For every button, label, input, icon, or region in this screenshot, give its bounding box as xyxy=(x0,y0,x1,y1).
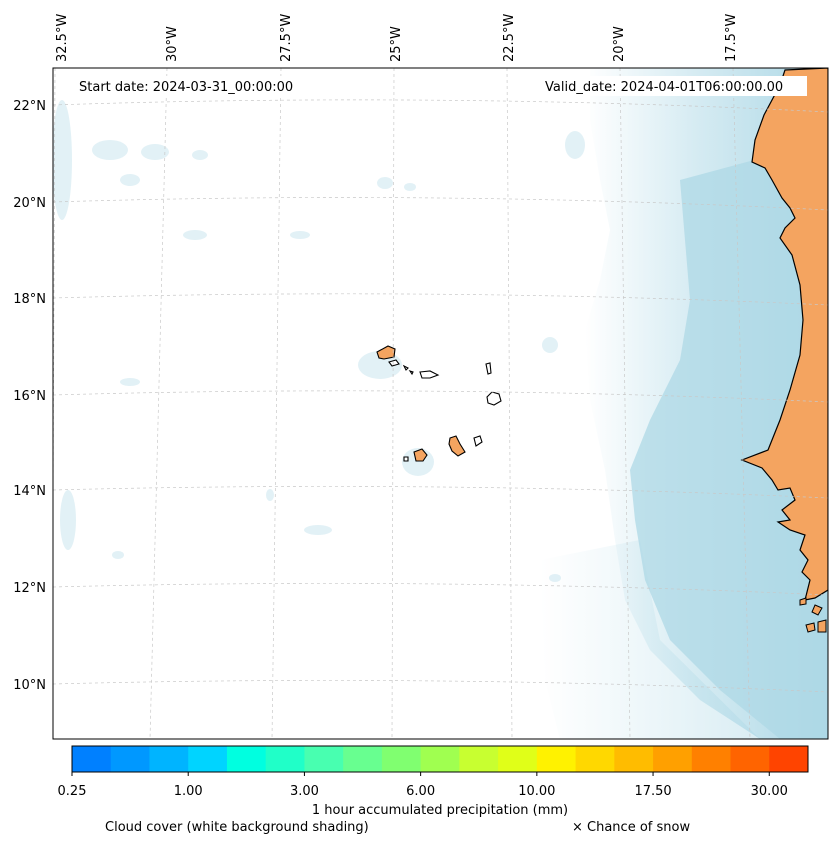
snow-legend: × Chance of snow xyxy=(572,820,690,835)
lon-label: 20°W xyxy=(612,26,627,62)
colorbar-cell xyxy=(110,746,150,772)
graticule xyxy=(53,68,828,739)
valid-date-box: Valid_date: 2024-04-01T06:00:00.00 xyxy=(539,76,807,96)
colorbar-cell xyxy=(575,746,615,772)
colorbar-cell xyxy=(614,746,654,772)
lon-label: 32.5°W xyxy=(55,14,70,62)
colorbar-cells xyxy=(72,746,809,772)
lon-label: 17.5°W xyxy=(724,14,739,62)
precipitation-colorbar: 0.25 1.00 3.00 6.00 10.00 17.50 30.00 1 hour a… xyxy=(58,745,809,818)
cloud-cover-west-fringe xyxy=(540,540,760,739)
colorbar-cell xyxy=(730,746,770,772)
lat-label: 12°N xyxy=(13,581,46,596)
colorbar-cell xyxy=(459,746,499,772)
cloud-cover-light xyxy=(53,100,585,582)
lon-label: 27.5°W xyxy=(279,14,294,62)
valid-date-label: Valid_date: 2024-04-01T06:00:00.00 xyxy=(545,80,783,95)
colorbar-title: 1 hour accumulated precipitation (mm) xyxy=(312,803,568,818)
lat-label: 22°N xyxy=(13,99,46,114)
colorbar-cell xyxy=(653,746,693,772)
colorbar-tick-label: 0.25 xyxy=(58,784,87,799)
colorbar-tick-label: 1.00 xyxy=(174,784,203,799)
lat-label: 10°N xyxy=(13,678,46,693)
colorbar-cell xyxy=(498,746,538,772)
start-date-box: Start date: 2024-03-31_00:00:00 xyxy=(72,76,315,96)
coastal-islands xyxy=(799,597,827,633)
colorbar-cell xyxy=(381,746,422,772)
colorbar-cell xyxy=(149,746,189,772)
colorbar-tick-label: 17.50 xyxy=(634,784,671,799)
map-panel xyxy=(52,67,829,740)
latitude-labels: 22°N 20°N 18°N 16°N 14°N 12°N 10°N xyxy=(13,99,46,693)
start-date-label: Start date: 2024-03-31_00:00:00 xyxy=(79,80,293,95)
lon-label: 22.5°W xyxy=(502,14,517,62)
colorbar-cell xyxy=(72,746,112,772)
longitude-labels: 32.5°W 30°W 27.5°W 25°W 22.5°W 20°W 17.5… xyxy=(55,14,739,62)
colorbar-cell xyxy=(304,746,344,772)
colorbar-cell xyxy=(343,746,383,772)
lat-label: 20°N xyxy=(13,196,46,211)
lon-label: 25°W xyxy=(389,26,404,62)
colorbar-cell xyxy=(420,746,460,772)
colorbar-tick-label: 10.00 xyxy=(518,784,555,799)
lat-label: 18°N xyxy=(13,292,46,307)
colorbar-cell xyxy=(226,746,267,772)
lon-label: 30°W xyxy=(165,26,180,62)
colorbar-cell xyxy=(536,746,577,772)
colorbar-ticks: 0.25 1.00 3.00 6.00 10.00 17.50 30.00 xyxy=(58,772,788,799)
lat-label: 14°N xyxy=(13,484,46,499)
colorbar-cell xyxy=(769,746,809,772)
colorbar-tick-label: 30.00 xyxy=(751,784,788,799)
cape-verde-islands xyxy=(376,345,502,462)
colorbar-tick-label: 3.00 xyxy=(290,784,319,799)
colorbar-cell xyxy=(691,746,732,772)
colorbar-tick-label: 6.00 xyxy=(406,784,435,799)
africa-land xyxy=(740,68,828,601)
lat-label: 16°N xyxy=(13,389,46,404)
cloud-cover-legend: Cloud cover (white background shading) xyxy=(105,820,369,835)
colorbar-cell xyxy=(188,746,228,772)
colorbar-cell xyxy=(265,746,305,772)
